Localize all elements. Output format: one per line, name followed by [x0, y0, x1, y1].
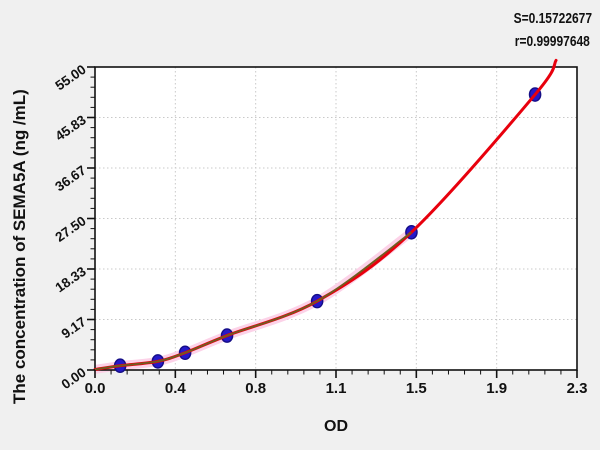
x-tick-label: 2.3 [567, 380, 588, 397]
grid-lines [95, 67, 577, 370]
x-tick-label: 1.9 [486, 380, 507, 397]
s-value-label: S=0.15722677 [513, 10, 592, 27]
y-axis-title: The concentration of SEMA5A (ng /mL) [10, 89, 29, 404]
x-tick-labels: 0.0 0.4 0.8 1.1 1.5 1.9 2.3 [85, 380, 588, 397]
x-tick-label: 0.0 [85, 380, 106, 397]
r-value-label: r=0.99997648 [514, 33, 590, 50]
axis-ticks [87, 66, 578, 378]
x-axis-title: OD [324, 418, 348, 435]
x-tick-label: 1.5 [406, 380, 427, 397]
x-tick-label: 0.8 [245, 380, 266, 397]
data-series-line [94, 231, 412, 371]
x-tick-label: 1.1 [326, 380, 347, 397]
x-tick-label: 0.4 [165, 380, 187, 397]
